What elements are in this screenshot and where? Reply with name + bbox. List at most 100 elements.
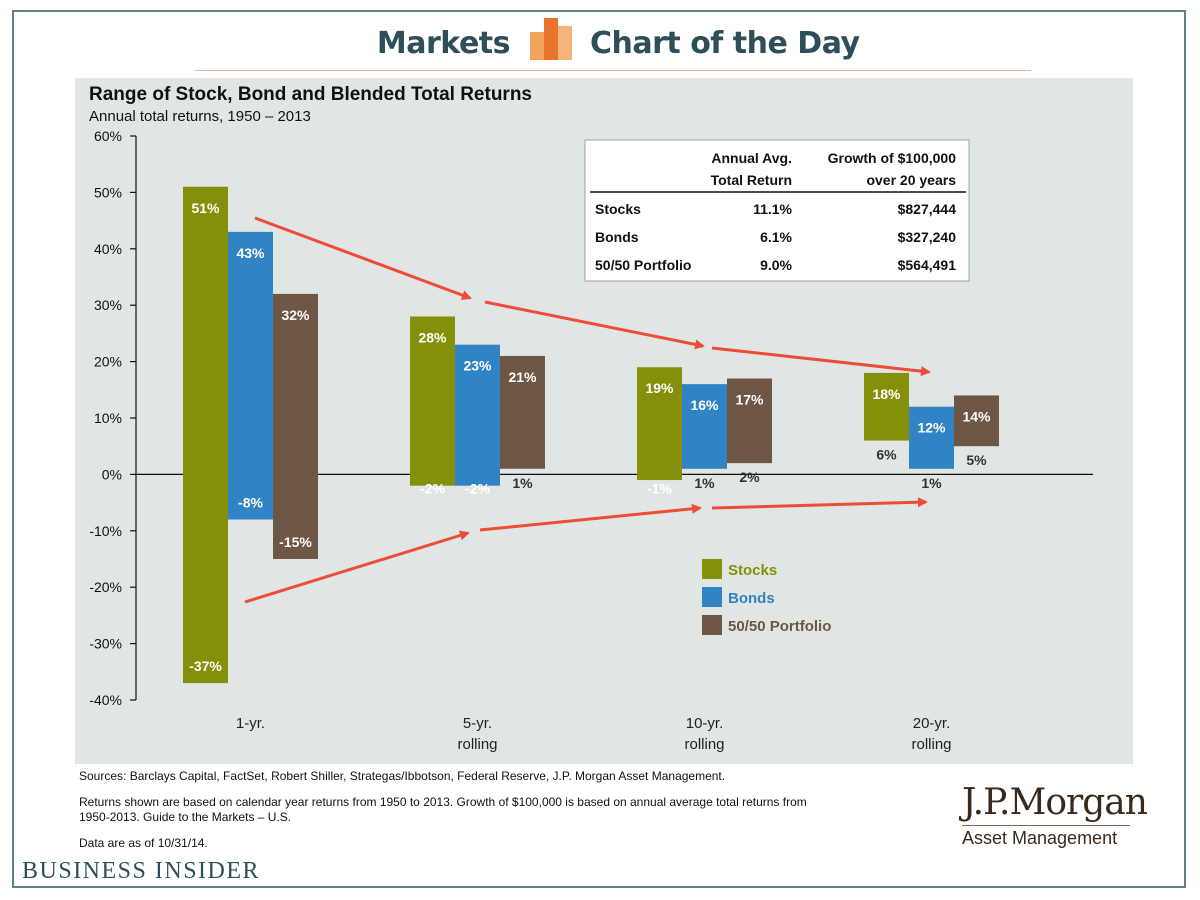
- y-tick-label: -30%: [89, 636, 122, 652]
- bar-low-label: -8%: [238, 495, 263, 511]
- table-row-avg: 9.0%: [760, 257, 792, 273]
- x-category-label-2: rolling: [457, 736, 497, 753]
- legend-label: Stocks: [728, 562, 777, 579]
- bar-low-label: 1%: [694, 475, 715, 491]
- trend-arrow: [254, 216, 472, 300]
- asset-management-label: Asset Management: [962, 828, 1118, 848]
- bars: 51% -37% 28% -2% 19% -1% 18% 6% 43% -8% 23% -2% 16% 1…: [183, 186, 999, 684]
- table-row-avg: 11.1%: [753, 201, 792, 217]
- chart-subtitle: Annual total returns, 1950 – 2013: [89, 108, 311, 125]
- y-tick-label: 20%: [94, 354, 122, 370]
- header-rule: [195, 70, 1031, 71]
- bar-low-label: 1%: [921, 475, 942, 491]
- bar-high-label: 14%: [962, 408, 991, 424]
- note-line-2: 1950-2013. Guide to the Markets – U.S.: [79, 810, 292, 824]
- legend-label: 50/50 Portfolio: [728, 618, 831, 635]
- legend-swatch: [702, 559, 722, 579]
- y-tick-label: -10%: [89, 523, 122, 539]
- trend-arrow: [484, 300, 705, 350]
- trend-arrow: [244, 530, 470, 604]
- bar-high-label: 23%: [463, 358, 492, 374]
- bar-low-label: 2%: [739, 469, 760, 485]
- bar: [864, 372, 909, 441]
- x-category-label-2: rolling: [684, 736, 724, 753]
- legend: Stocks Bonds 50/50 Portfolio: [702, 559, 831, 635]
- x-category-label-2: rolling: [911, 736, 951, 753]
- header-chart-of-the-day: Chart of the Day: [590, 26, 860, 61]
- table-header-avg-1: Annual Avg.: [711, 150, 792, 166]
- x-category-label: 1-yr.: [236, 715, 265, 732]
- table-row-label: Bonds: [595, 229, 639, 245]
- bar: [273, 293, 318, 559]
- sources-text: Sources: Barclays Capital, FactSet, Robe…: [79, 769, 726, 783]
- bar-low-label: 6%: [876, 447, 897, 463]
- bar-high-label: 21%: [508, 369, 537, 385]
- bar-low-label: -2%: [420, 480, 445, 496]
- y-tick-label: 0%: [102, 466, 122, 482]
- table-row-growth: $327,240: [898, 229, 957, 245]
- logo-bar-1: [530, 32, 544, 60]
- x-category-label: 5-yr.: [463, 715, 492, 732]
- bar: [682, 384, 727, 469]
- y-tick-label: 10%: [94, 410, 122, 426]
- business-insider-logo: BUSINESS INSIDER: [22, 858, 261, 884]
- trend-arrow: [711, 497, 928, 510]
- bar-low-label: -15%: [279, 534, 312, 550]
- bar: [909, 406, 954, 469]
- table-header-avg-2: Total Return: [711, 172, 792, 188]
- logo-bar-3: [558, 26, 572, 60]
- bar-high-label: 17%: [735, 392, 764, 408]
- table-row-growth: $827,444: [898, 201, 957, 217]
- legend-swatch: [702, 587, 722, 607]
- table-row-label: 50/50 Portfolio: [595, 257, 691, 273]
- trend-arrow: [711, 346, 931, 377]
- bar-low-label: -37%: [189, 658, 222, 674]
- logo-bar-2: [544, 18, 558, 60]
- trend-arrows: [244, 216, 931, 604]
- returns-table: Annual Avg. Total Return Growth of $100,…: [584, 139, 970, 282]
- table-header-growth-1: Growth of $100,000: [828, 150, 957, 166]
- bar: [500, 355, 545, 469]
- y-tick-label: 50%: [94, 184, 122, 200]
- x-axis-categories: 1-yr. 5-yr. rolling 10-yr. rolling 20-yr. roll…: [236, 715, 952, 753]
- bar-high-label: 51%: [191, 200, 220, 216]
- header-markets: Markets: [376, 26, 511, 61]
- bar-low-label: 1%: [512, 475, 533, 491]
- table-row-label: Stocks: [595, 201, 641, 217]
- bar-low-label: 5%: [966, 452, 987, 468]
- jpmorgan-logo-rule: [962, 825, 1130, 826]
- bar: [954, 395, 999, 447]
- chart-title: Range of Stock, Bond and Blended Total R…: [89, 84, 533, 105]
- trend-arrow: [479, 503, 702, 532]
- jpmorgan-logo: J.P.Morgan: [962, 782, 1148, 823]
- bar-high-label: 19%: [645, 380, 674, 396]
- note-line-1: Returns shown are based on calendar year…: [79, 795, 807, 809]
- y-tick-label: 60%: [94, 128, 122, 144]
- bar-high-label: 12%: [917, 420, 946, 436]
- bar-low-label: -1%: [647, 480, 672, 496]
- table-header-growth-2: over 20 years: [866, 172, 956, 188]
- table-box: [584, 139, 970, 282]
- table-row-avg: 6.1%: [760, 229, 792, 245]
- bar: [410, 316, 455, 486]
- outer-frame: [12, 10, 1186, 888]
- page-header: Markets Chart of the Day: [0, 18, 1200, 68]
- bar-high-label: 28%: [418, 329, 447, 345]
- bar-high-label: 18%: [872, 386, 901, 402]
- bar: [637, 367, 682, 481]
- bar: [455, 344, 500, 486]
- legend-label: Bonds: [728, 590, 775, 607]
- bar-low-label: -2%: [465, 480, 490, 496]
- bar: [183, 186, 228, 684]
- y-tick-label: -20%: [89, 579, 122, 595]
- bar: [727, 378, 772, 464]
- bar-high-label: 16%: [690, 397, 719, 413]
- bar-high-label: 32%: [281, 307, 310, 323]
- y-tick-label: 30%: [94, 297, 122, 313]
- y-tick-label: 40%: [94, 241, 122, 257]
- bar-high-label: 43%: [236, 245, 265, 261]
- legend-swatch: [702, 615, 722, 635]
- data-as-of: Data are as of 10/31/14.: [79, 836, 208, 850]
- chart-logo-icon: [530, 18, 572, 60]
